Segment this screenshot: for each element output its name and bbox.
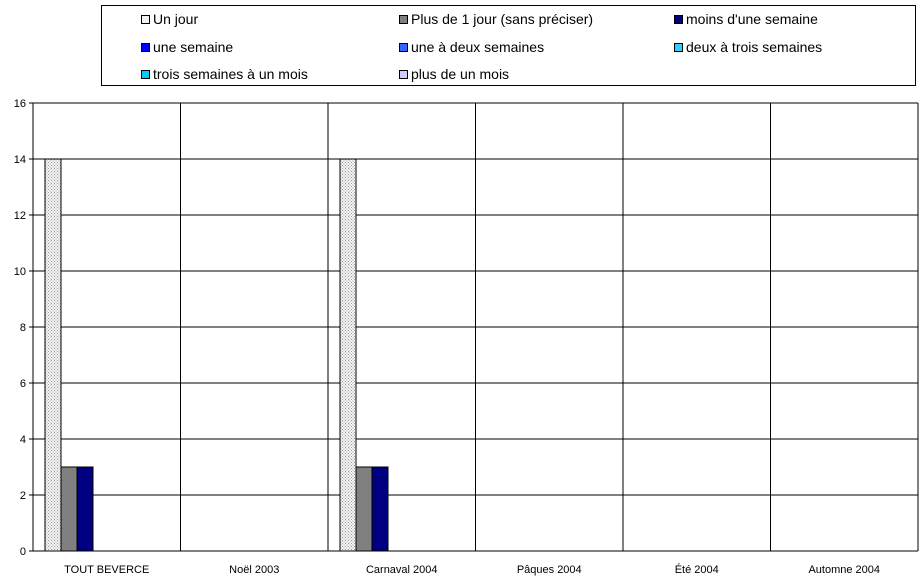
legend-swatch-plus-de-1-jour [399, 14, 408, 24]
legend-swatch-une-a-deux-semaines [399, 42, 408, 52]
legend-swatch-deux-a-trois-semaines [674, 42, 683, 52]
gridlines [33, 102, 919, 551]
legend-label: deux à trois semaines [686, 39, 823, 55]
x-tick-label: Noël 2003 [229, 564, 279, 576]
bar [371, 466, 389, 552]
legend-item: deux à trois semaines [674, 38, 822, 56]
legend-label: plus de un mois [411, 66, 510, 82]
y-tick-label: 4 [20, 434, 26, 446]
legend-label: Un jour [153, 11, 199, 27]
legend-swatch-trois-semaines-a-un-mois [141, 69, 150, 79]
bar [339, 158, 357, 552]
legend-item: une semaine [141, 38, 233, 56]
legend-swatch-moins-une-semaine [674, 14, 683, 24]
y-tick-label: 14 [14, 154, 26, 166]
y-tick-label: 2 [20, 490, 26, 502]
legend-label: une semaine [153, 39, 234, 55]
y-tick-label: 0 [20, 546, 26, 558]
bar [60, 466, 78, 552]
x-tick-label: Pâques 2004 [517, 564, 582, 576]
legend-item: Un jour [141, 10, 198, 28]
legend-label: trois semaines à un mois [153, 66, 308, 82]
x-tick-label: Automne 2004 [808, 564, 880, 576]
legend-label: Plus de 1 jour (sans préciser) [411, 11, 594, 27]
bar [355, 466, 373, 552]
legend-item: Plus de 1 jour (sans préciser) [399, 10, 593, 28]
x-tick-label: Été 2004 [675, 563, 719, 576]
y-tick-label: 10 [14, 266, 26, 278]
legend-item: plus de un mois [399, 65, 509, 83]
legend-item: moins d'une semaine [674, 10, 818, 28]
y-tick-label: 6 [20, 378, 26, 390]
legend-label: moins d'une semaine [686, 11, 818, 27]
y-tick-label: 12 [14, 210, 26, 222]
bars [44, 158, 389, 552]
legend-item: trois semaines à un mois [141, 65, 308, 83]
legend-item: une à deux semaines [399, 38, 544, 56]
y-tick-label: 8 [20, 322, 26, 334]
legend-label: une à deux semaines [411, 39, 545, 55]
legend-swatch-plus-de-un-mois [399, 69, 408, 79]
legend-swatch-un-jour [141, 14, 150, 24]
bar [44, 158, 62, 552]
x-tick-label: Carnaval 2004 [366, 564, 438, 576]
legend: Un jour Plus de 1 jour (sans préciser) m… [101, 5, 916, 86]
x-tick-label: TOUT BEVERCE [64, 564, 149, 576]
axes [29, 102, 918, 552]
y-tick-label: 16 [14, 98, 26, 110]
bar [76, 466, 94, 552]
legend-swatch-une-semaine [141, 42, 150, 52]
tick-labels: 0 2 4 6 8 10 12 14 16 TOUT BEVERCE Noël 2003 Carnav… [14, 98, 880, 576]
